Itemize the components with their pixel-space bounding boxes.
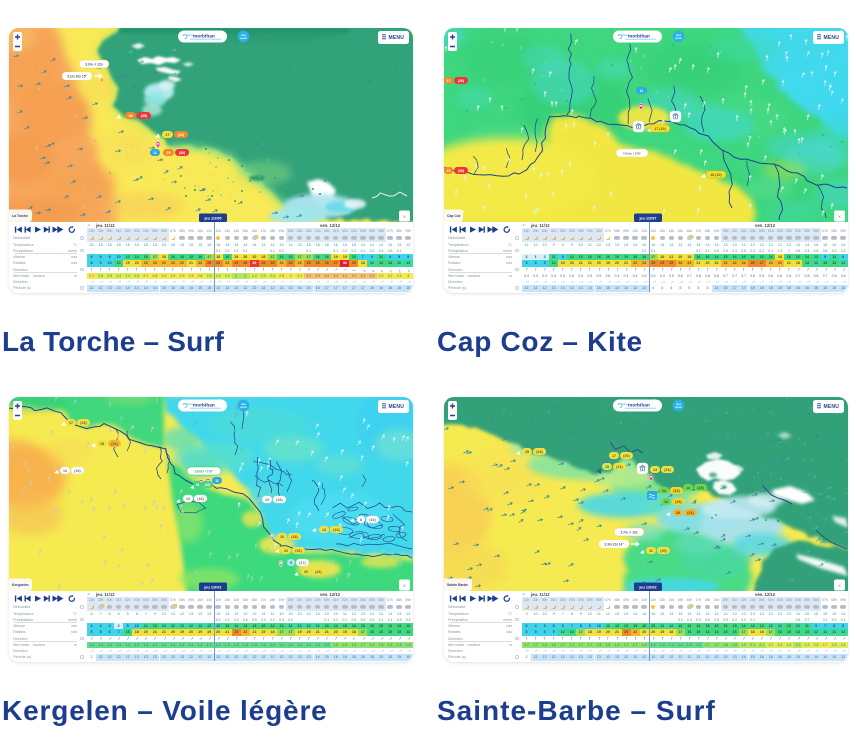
svg-text:(35): (35) — [141, 114, 148, 118]
svg-text:morbihan: morbihan — [628, 403, 650, 409]
svg-text:(16): (16) — [675, 500, 682, 504]
svg-text:mes: mes — [676, 403, 682, 406]
svg-text:17: 17 — [447, 79, 451, 83]
svg-text:28: 28 — [129, 114, 133, 118]
svg-text:14: 14 — [653, 468, 657, 472]
svg-text:Sainte Barbe: Sainte Barbe — [447, 583, 468, 587]
svg-text:16: 16 — [280, 535, 284, 539]
svg-text:(16): (16) — [333, 528, 340, 532]
svg-text:(10): (10) — [369, 518, 376, 522]
svg-text:11: 11 — [153, 151, 157, 155]
svg-text:18: 18 — [100, 442, 104, 446]
svg-text:3.1m 10s 15°: 3.1m 10s 15° — [67, 74, 88, 78]
svg-text:9: 9 — [290, 561, 292, 565]
svg-text:wind: wind — [621, 33, 629, 37]
svg-text:morbihan: morbihan — [628, 34, 650, 40]
svg-text:20: 20 — [676, 511, 680, 515]
svg-text:wind: wind — [186, 402, 194, 406]
svg-text:(20): (20) — [80, 421, 87, 425]
svg-text:(20): (20) — [205, 483, 211, 487]
svg-text:(26): (26) — [458, 79, 465, 83]
svg-text:(20): (20) — [623, 454, 630, 458]
svg-text:3.3m 12s 14°: 3.3m 12s 14° — [604, 542, 624, 546]
svg-text:(16): (16) — [197, 497, 204, 501]
svg-text:mes: mes — [241, 34, 247, 37]
svg-text:18 (20): 18 (20) — [710, 173, 722, 177]
svg-text:(21): (21) — [111, 442, 118, 446]
svg-text:MENU: MENU — [389, 35, 405, 41]
svg-text:MENU: MENU — [824, 404, 840, 410]
svg-text:(17): (17) — [299, 561, 306, 565]
svg-text:17: 17 — [166, 133, 170, 137]
svg-text:25: 25 — [167, 151, 171, 155]
svg-text:morbihan: morbihan — [193, 34, 215, 40]
svg-text:(19): (19) — [536, 450, 543, 454]
svg-text:13: 13 — [186, 497, 190, 501]
svg-text:La Torche: La Torche — [12, 214, 28, 218]
svg-text:15: 15 — [525, 450, 529, 454]
svg-text:15: 15 — [605, 465, 609, 469]
svg-text:morbihan: morbihan — [193, 403, 215, 409]
svg-text:×: × — [838, 584, 841, 590]
svg-text:(16): (16) — [74, 469, 81, 473]
svg-text:Kerguelen: Kerguelen — [12, 583, 29, 587]
svg-text:13nds / 176°: 13nds / 176° — [195, 469, 214, 473]
svg-text:(18): (18) — [291, 535, 298, 539]
svg-text:3.3m ↗ 12s: 3.3m ↗ 12s — [85, 62, 103, 66]
svg-text:13: 13 — [265, 498, 269, 502]
svg-text:17: 17 — [612, 454, 616, 458]
svg-text:MENU: MENU — [824, 35, 840, 41]
svg-text:21: 21 — [447, 169, 451, 173]
svg-text:wind: wind — [621, 402, 629, 406]
svg-text:(20): (20) — [660, 549, 667, 553]
svg-text:(21): (21) — [687, 511, 694, 515]
svg-text:(26): (26) — [178, 133, 185, 137]
svg-text:14: 14 — [322, 528, 326, 532]
svg-text:×: × — [403, 215, 406, 221]
svg-text:mes: mes — [241, 403, 247, 406]
svg-text:8: 8 — [360, 518, 362, 522]
svg-text:14: 14 — [662, 489, 666, 493]
svg-text:(30): (30) — [458, 169, 465, 173]
svg-text:spots: spots — [240, 406, 247, 409]
svg-text:×: × — [838, 215, 841, 221]
svg-text:2.7m ↗ 13s: 2.7m ↗ 13s — [620, 530, 637, 534]
svg-text:14: 14 — [686, 486, 690, 490]
svg-text:(16): (16) — [295, 549, 302, 553]
svg-text:jeu 12h01: jeu 12h01 — [203, 586, 221, 590]
svg-text:(15): (15) — [697, 486, 704, 490]
svg-text:(16): (16) — [673, 489, 680, 493]
svg-text:mes: mes — [676, 34, 682, 37]
svg-text:spots: spots — [240, 37, 247, 40]
svg-text:17: 17 — [69, 421, 73, 425]
svg-text:jeu 12h02: jeu 12h02 — [638, 586, 656, 590]
svg-text:jeu 11h55: jeu 11h55 — [203, 217, 221, 221]
svg-text:11: 11 — [215, 479, 219, 483]
svg-text:(21): (21) — [616, 465, 623, 469]
svg-text:jeu 11h57: jeu 11h57 — [638, 217, 656, 221]
svg-text:20: 20 — [304, 570, 308, 574]
svg-text:spots: spots — [675, 37, 682, 40]
svg-text:11: 11 — [640, 89, 644, 93]
svg-text:(16): (16) — [276, 498, 283, 502]
svg-text:wind: wind — [186, 33, 194, 37]
svg-text:×: × — [403, 584, 406, 590]
svg-text:11: 11 — [649, 549, 653, 553]
svg-text:Cap Coz: Cap Coz — [447, 214, 461, 218]
svg-text:13: 13 — [63, 469, 67, 473]
svg-text:MENU: MENU — [389, 404, 405, 410]
svg-text:17nds / 178°: 17nds / 178° — [623, 151, 642, 155]
svg-text:16: 16 — [196, 483, 200, 487]
svg-text:(30): (30) — [179, 151, 186, 155]
svg-text:12: 12 — [284, 549, 288, 553]
svg-text:14: 14 — [664, 500, 668, 504]
svg-text:(21): (21) — [315, 570, 322, 574]
svg-text:17 (20): 17 (20) — [654, 127, 666, 131]
svg-text:(16): (16) — [664, 468, 671, 472]
svg-text:spots: spots — [675, 406, 682, 409]
